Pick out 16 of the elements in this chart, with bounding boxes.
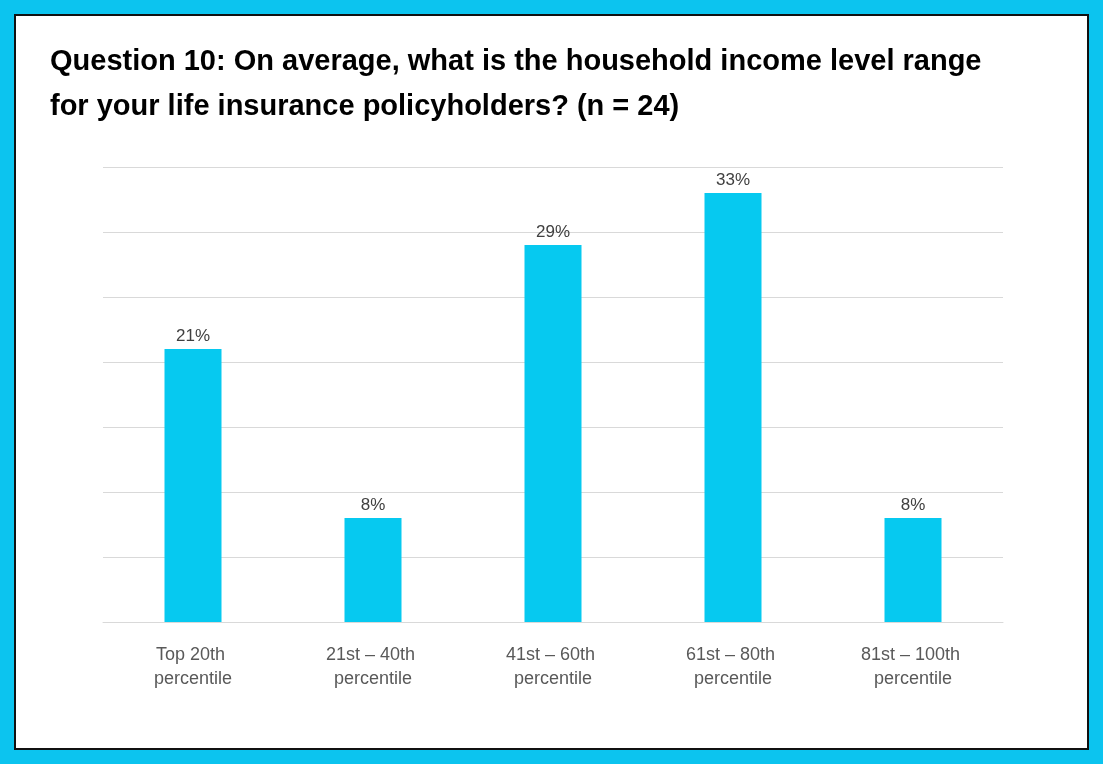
bar (164, 349, 222, 622)
x-tick-label: Top 20th percentile (153, 644, 233, 688)
x-tick-label: 21st – 40th percentile (325, 644, 421, 688)
data-label: 8% (360, 495, 386, 514)
bar (524, 245, 582, 622)
x-tick-label: 41st – 60th percentile (505, 644, 601, 688)
chart-title: Question 10: On average, what is the household income level range for your life insurance policyholders? (n = 24) (50, 43, 983, 123)
data-label: 8% (900, 495, 926, 514)
data-label: 33% (715, 170, 751, 189)
bar (344, 518, 402, 622)
x-tick-label: 61st – 80th percentile (685, 644, 781, 688)
bar (884, 518, 942, 622)
bar (704, 193, 762, 622)
data-label: 29% (535, 222, 571, 241)
x-tick-label: 81st – 100th percentile (860, 644, 966, 688)
data-label: 21% (175, 326, 211, 345)
